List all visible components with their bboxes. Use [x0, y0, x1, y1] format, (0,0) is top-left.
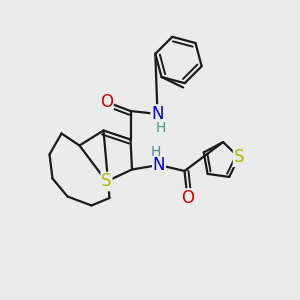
Text: O: O	[100, 93, 113, 111]
Text: H: H	[155, 121, 166, 134]
Text: N: N	[153, 156, 165, 174]
Text: H: H	[155, 121, 166, 134]
Text: O: O	[181, 189, 194, 207]
Text: S: S	[234, 148, 244, 166]
Text: N: N	[151, 105, 164, 123]
Text: S: S	[234, 148, 244, 166]
Text: O: O	[181, 189, 194, 207]
Text: N: N	[151, 105, 164, 123]
Text: O: O	[100, 93, 113, 111]
Text: H: H	[151, 145, 161, 158]
Text: N: N	[153, 156, 165, 174]
Text: S: S	[101, 172, 112, 190]
Text: H: H	[151, 145, 161, 158]
Text: S: S	[101, 172, 112, 190]
